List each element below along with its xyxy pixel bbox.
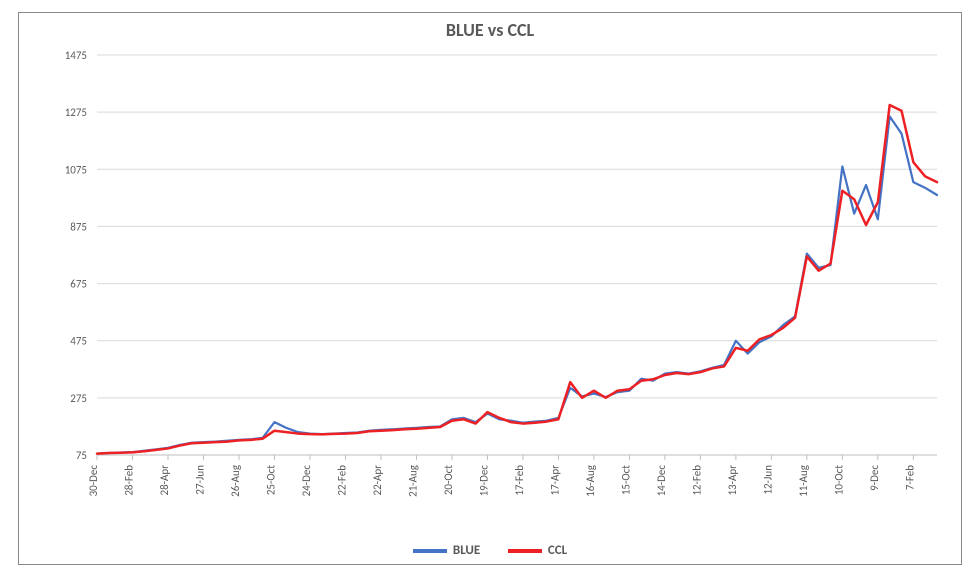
legend-swatch-ccl	[508, 549, 542, 553]
svg-text:21-Aug: 21-Aug	[406, 465, 419, 497]
legend-label-blue: BLUE	[453, 543, 480, 558]
svg-text:7-Feb: 7-Feb	[903, 465, 916, 490]
svg-text:19-Dec: 19-Dec	[477, 465, 490, 497]
svg-text:75: 75	[76, 449, 87, 462]
chart-container: BLUE vs CCL 75 275 475 675 875 1075 1275 1475 30…	[18, 12, 962, 565]
svg-text:9-Dec: 9-Dec	[868, 465, 881, 491]
svg-text:13-Apr: 13-Apr	[726, 465, 739, 496]
legend: BLUE CCL	[19, 539, 961, 559]
svg-text:275: 275	[70, 392, 87, 405]
svg-text:28-Apr: 28-Apr	[158, 465, 171, 496]
svg-text:475: 475	[70, 335, 87, 348]
svg-text:30-Dec: 30-Dec	[87, 465, 100, 497]
svg-text:17-Feb: 17-Feb	[513, 465, 526, 496]
legend-swatch-blue	[413, 549, 447, 553]
svg-text:11-Aug: 11-Aug	[797, 465, 810, 497]
svg-text:24-Dec: 24-Dec	[300, 465, 313, 497]
svg-text:12-Feb: 12-Feb	[690, 465, 703, 496]
svg-text:1075: 1075	[65, 163, 87, 176]
svg-text:12-Jun: 12-Jun	[761, 465, 774, 495]
svg-text:25-Oct: 25-Oct	[264, 465, 277, 495]
chart-wrapper: BLUE vs CCL 75 275 475 675 875 1075 1275 1475 30…	[0, 0, 980, 579]
chart-title: BLUE vs CCL	[19, 19, 961, 41]
svg-text:16-Aug: 16-Aug	[584, 465, 597, 497]
svg-text:875: 875	[70, 220, 87, 233]
legend-item-ccl: CCL	[508, 543, 567, 558]
svg-text:20-Oct: 20-Oct	[442, 465, 455, 495]
svg-text:1475: 1475	[65, 49, 87, 62]
svg-text:28-Feb: 28-Feb	[122, 465, 135, 496]
legend-label-ccl: CCL	[548, 543, 567, 558]
svg-text:27-Jun: 27-Jun	[193, 465, 206, 495]
svg-text:14-Dec: 14-Dec	[655, 465, 668, 497]
svg-text:10-Oct: 10-Oct	[832, 465, 845, 495]
svg-text:17-Apr: 17-Apr	[548, 465, 561, 496]
chart-svg: 75 275 475 675 875 1075 1275 1475 30-Dec 28-Feb 28…	[19, 13, 961, 564]
svg-text:22-Feb: 22-Feb	[335, 465, 348, 496]
svg-text:675: 675	[70, 278, 87, 291]
svg-text:1275: 1275	[65, 106, 87, 119]
legend-item-blue: BLUE	[413, 543, 480, 558]
svg-text:26-Aug: 26-Aug	[229, 465, 242, 497]
svg-text:15-Oct: 15-Oct	[619, 465, 632, 495]
svg-text:22-Apr: 22-Apr	[371, 465, 384, 496]
